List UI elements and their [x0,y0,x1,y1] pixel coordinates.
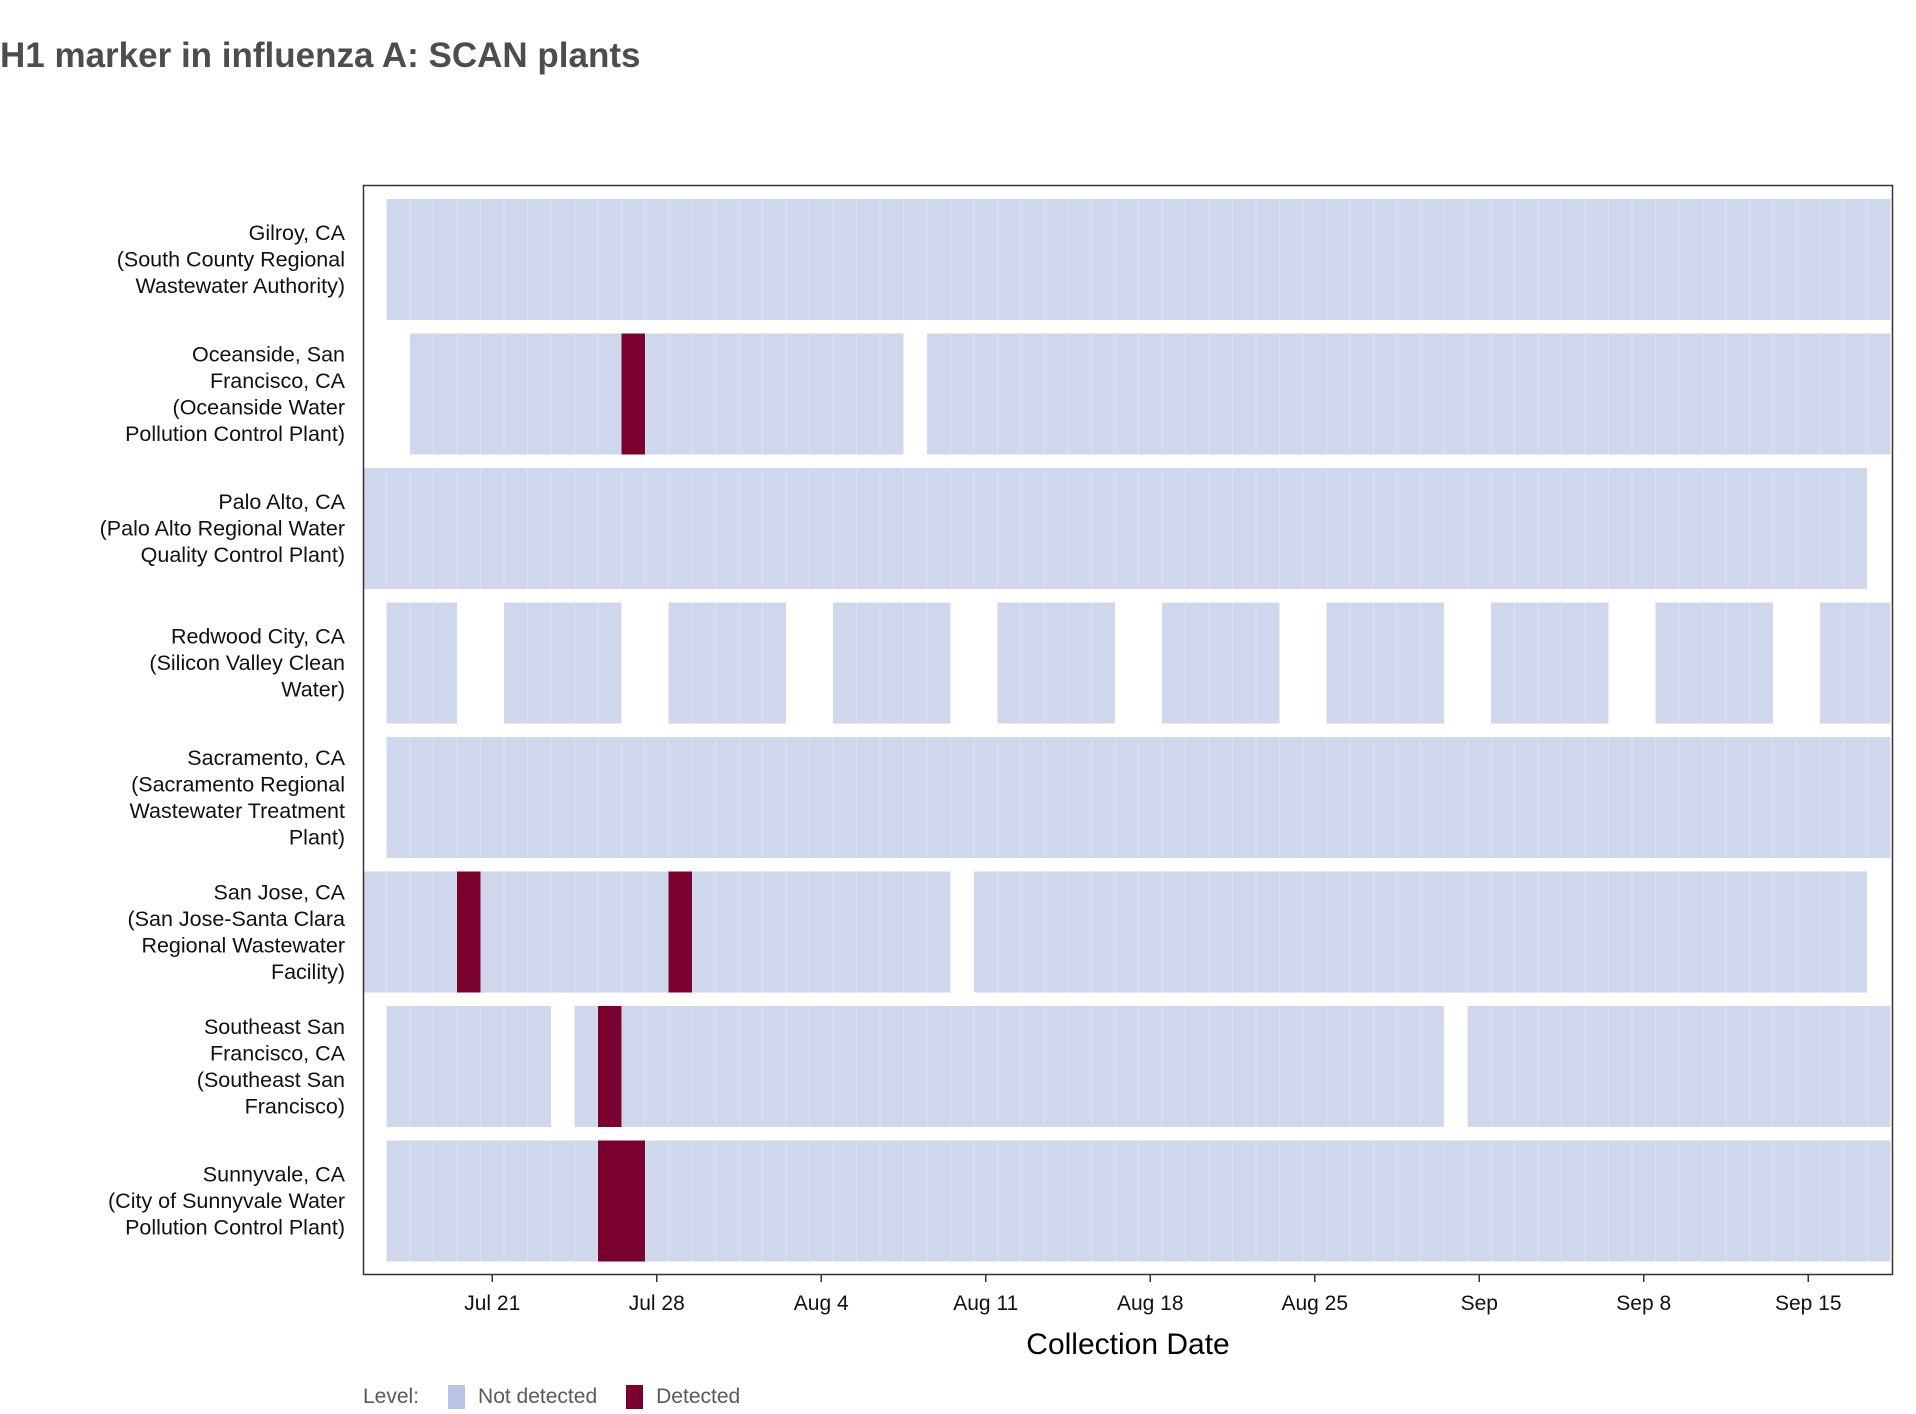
facet-plant-name: (Southeast San [197,1068,345,1092]
tile-detected [668,871,692,993]
facet-site-name: Southeast San [204,1015,345,1039]
x-axis: Jul 21 Jul 28 Aug 4 Aug 11 Aug 18 Aug 25 Sep Se… [464,1274,1842,1315]
tile-not-detected [504,602,622,724]
x-tick-label: Aug 11 [953,1292,1018,1315]
facet-labels: Gilroy, CA(South County RegionalWastewat… [100,221,346,1240]
tile-not-detected [1820,602,1891,724]
facet-plant-name: (Palo Alto Regional Water [100,517,345,541]
tile-detected [621,333,645,455]
facet-site-name: Sunnyvale, CA [203,1163,346,1187]
facet-plant-name: (Sacramento Regional [131,772,345,796]
tile-not-detected [386,602,457,724]
facet-plant-name: Pollution Control Plant) [125,1216,345,1240]
tile-not-detected [1655,602,1773,724]
facet-plant-name: Facility) [271,960,345,984]
legend-label-not-detected: Not detected [478,1385,598,1408]
facet-site-name: San Jose, CA [214,880,346,904]
tile-not-detected [386,1006,551,1127]
tile-detected [598,1140,622,1262]
facet-plant-name: Water) [281,678,345,702]
tile-not-detected [1326,602,1444,724]
x-axis-title: Collection Date [1026,1328,1229,1361]
tile-not-detected [410,333,904,455]
facet-plant-name: (Silicon Valley Clean [149,651,345,675]
x-tick-label: Jul 28 [629,1292,685,1315]
tiles-layer [363,199,1891,1262]
facet-site-name: Redwood City, CA [171,625,346,649]
tile-detected [598,1006,622,1127]
panel-border [362,184,1894,1276]
tile-not-detected [927,333,1891,455]
facet-plant-name: Francisco) [245,1094,345,1118]
legend-title: Level: [363,1385,420,1408]
facet-plant-name: (San Jose-Santa Clara [128,907,346,931]
facet-site-name: Palo Alto, CA [218,490,345,514]
facet-plant-name: (City of Sunnyvale Water [108,1189,345,1213]
facet-plant-name: Pollution Control Plant) [125,422,345,446]
legend-swatch-detected [626,1385,644,1409]
tile-not-detected [997,602,1115,724]
facet-plant-name: Regional Wastewater [141,933,345,957]
facet-plant-name: (Oceanside Water [173,395,345,419]
facet-site-name: Sacramento, CA [187,746,345,770]
x-tick-label: Sep [1461,1292,1498,1315]
facet-site-name: Oceanside, San [192,342,345,366]
tile-detected [457,871,481,993]
tile-detected [621,1140,645,1262]
tile-not-detected [668,602,786,724]
tile-not-detected [833,602,951,724]
x-tick-label: Aug 18 [1117,1292,1184,1315]
facet-site-name: Gilroy, CA [249,221,346,245]
tile-not-detected [1491,602,1609,724]
x-tick-label: Jul 21 [464,1292,520,1315]
legend-swatch-not-detected [448,1385,466,1409]
x-tick-label: Aug 4 [794,1292,849,1315]
facet-plant-name: (South County Regional [117,248,345,272]
tile-not-detected [574,1006,1444,1127]
x-tick-label: Aug 25 [1281,1292,1348,1315]
legend: Level: Not detected Detected [363,1385,752,1409]
chart-title: H1 marker in influenza A: SCAN plants [0,36,641,75]
facet-plant-name: Wastewater Authority) [136,274,346,298]
facet-site-name: Francisco, CA [210,369,346,393]
facet-site-name: Francisco, CA [210,1041,346,1065]
legend-label-detected: Detected [656,1385,741,1408]
facet-plant-name: Plant) [289,825,345,849]
tile-not-detected [1162,602,1280,724]
facet-plant-name: Wastewater Treatment [130,799,345,823]
facet-plant-name: Quality Control Plant) [141,543,345,567]
x-tick-label: Sep 15 [1775,1292,1842,1315]
tile-not-detected [363,871,951,993]
x-tick-label: Sep 8 [1616,1292,1671,1315]
